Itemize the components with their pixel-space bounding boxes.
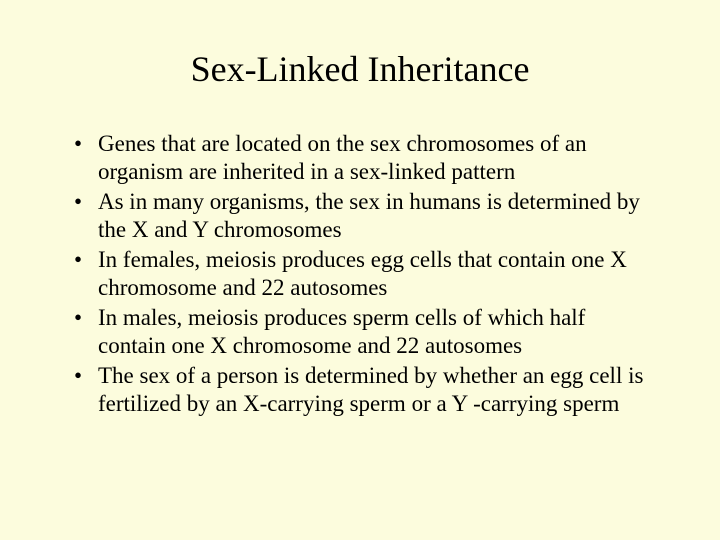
list-item: In females, meiosis produces egg cells t… — [70, 246, 650, 302]
list-item: The sex of a person is determined by whe… — [70, 362, 650, 418]
slide: Sex-Linked Inheritance Genes that are lo… — [0, 0, 720, 540]
list-item: As in many organisms, the sex in humans … — [70, 188, 650, 244]
list-item: In males, meiosis produces sperm cells o… — [70, 304, 650, 360]
slide-title: Sex-Linked Inheritance — [70, 50, 650, 90]
bullet-list: Genes that are located on the sex chromo… — [70, 130, 650, 418]
list-item: Genes that are located on the sex chromo… — [70, 130, 650, 186]
